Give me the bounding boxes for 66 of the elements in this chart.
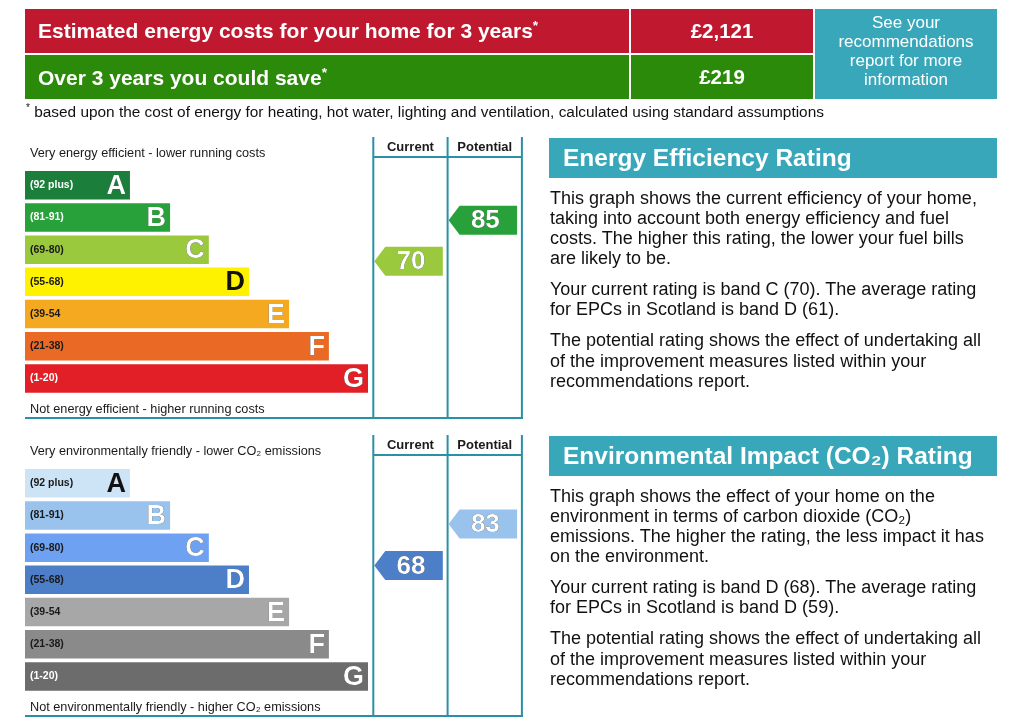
y2-tick-label: B bbox=[146, 201, 167, 232]
bar bbox=[25, 332, 329, 361]
category-label: Potential bbox=[457, 436, 513, 452]
y2-tick-label: G bbox=[342, 660, 364, 691]
text: The potential rating shows the effect of undertaking all of the improvement measures listed within your recommendations report. bbox=[550, 628, 982, 690]
bar bbox=[25, 533, 209, 562]
y2-tick-label: D bbox=[225, 266, 245, 297]
category-label: Current bbox=[386, 138, 435, 154]
bar bbox=[25, 364, 368, 393]
bar bbox=[25, 597, 290, 627]
y2-tick-label: B bbox=[146, 499, 167, 530]
y2-tick-label: E bbox=[267, 596, 286, 627]
y-tick-label: (92 plus) bbox=[30, 476, 74, 489]
text: Environmental Impact (CO₂) Rating bbox=[563, 441, 973, 469]
y2-tick-label: G bbox=[342, 362, 364, 393]
text: Your current rating is band D (68). The average rating for EPCs in Scotland is band D (59). bbox=[550, 577, 978, 618]
y-tick-label: (21-38) bbox=[30, 637, 64, 650]
y2-tick-label: C bbox=[185, 234, 205, 265]
text: Not energy efficient - higher running costs bbox=[30, 401, 265, 416]
y2-tick-label: C bbox=[185, 532, 205, 563]
y2-tick-label: D bbox=[225, 564, 245, 595]
text: £2,121 bbox=[690, 18, 754, 42]
bar bbox=[25, 203, 171, 232]
text: Your current rating is band C (70). The average rating for EPCs in Scotland is band D (61). bbox=[550, 279, 978, 320]
category-label: Potential bbox=[457, 138, 513, 154]
y-tick-label: (1-20) bbox=[30, 669, 59, 682]
text: This graph shows the current efficiency of your home, taking into account both energy efficiency and fuel costs. The higher this rating, the lower your fuel bills are likely to be. bbox=[550, 187, 978, 269]
y2-tick-label: A bbox=[106, 169, 126, 200]
category-label: Estimated energy costs for your home for 3 years$^{*}$ bbox=[38, 18, 539, 43]
text: See your recommendations report for more information bbox=[837, 13, 975, 90]
bar bbox=[25, 501, 171, 530]
y-tick-label: (55-68) bbox=[30, 572, 64, 585]
text: £219 bbox=[699, 65, 745, 88]
text: Not environmentally friendly - higher CO₂ emissions bbox=[30, 699, 321, 714]
y-tick-label: (69-80) bbox=[30, 242, 64, 255]
y-tick-label: (39-54 bbox=[30, 604, 61, 617]
y-tick-label: (92 plus) bbox=[30, 178, 74, 191]
text: Energy Efficiency Rating bbox=[563, 143, 852, 171]
text: Very environmentally friendly - lower CO₂ emissions bbox=[30, 443, 322, 458]
y-tick-label: (69-80) bbox=[30, 540, 64, 553]
text: Very energy efficient - lower running costs bbox=[30, 145, 266, 160]
category-label: Current bbox=[386, 436, 435, 452]
bar bbox=[25, 267, 249, 297]
y2-tick-label: F bbox=[308, 628, 325, 659]
bar bbox=[25, 299, 290, 329]
y-tick-label: (39-54 bbox=[30, 306, 61, 319]
text: This graph shows the effect of your home on the environment in terms of carbon dioxide (CO₂) emissions. The higher the rating, the less impact it has on the environment. bbox=[550, 485, 985, 567]
bar bbox=[25, 235, 209, 264]
y2-tick-label: E bbox=[267, 298, 286, 329]
y-tick-label: (81-91) bbox=[30, 508, 64, 521]
data-label: 83 bbox=[470, 508, 500, 539]
y-tick-label: (55-68) bbox=[30, 274, 64, 287]
data-label: 85 bbox=[470, 204, 500, 235]
text: The potential rating shows the effect of undertaking all of the improvement measures listed within your recommendations report. bbox=[550, 330, 982, 392]
bar bbox=[25, 630, 329, 659]
category-label: Over 3 years you could save$^{*}$ bbox=[38, 64, 327, 90]
data-label: 68 bbox=[396, 549, 426, 580]
y2-tick-label: A bbox=[106, 467, 126, 498]
y-tick-label: (21-38) bbox=[30, 339, 64, 352]
y-tick-label: (1-20) bbox=[30, 371, 59, 384]
data-label: 70 bbox=[396, 245, 426, 276]
text: $^{*}$ based upon the cost of energy for heating, hot water, lighting and ventilation, calculated using standard assumptions bbox=[26, 102, 824, 121]
bar bbox=[25, 662, 368, 691]
y2-tick-label: F bbox=[308, 330, 325, 361]
bar bbox=[25, 565, 249, 595]
y-tick-label: (81-91) bbox=[30, 210, 64, 223]
